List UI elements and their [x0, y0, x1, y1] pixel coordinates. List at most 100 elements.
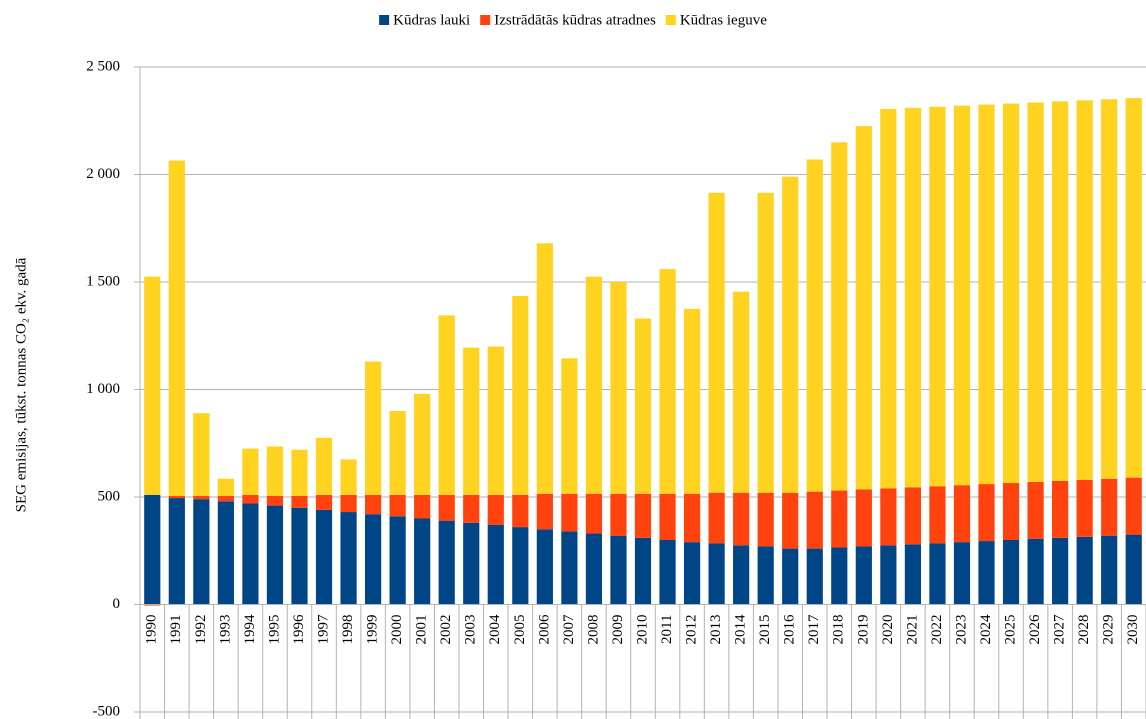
bar-segment: [806, 548, 823, 605]
bar-segment: [414, 393, 431, 495]
legend-label: Kūdras lauki: [393, 12, 470, 28]
bar-segment: [880, 545, 897, 605]
bar-segment: [1125, 98, 1142, 478]
x-tick-label: 2013: [708, 615, 724, 645]
x-tick-label: 2022: [929, 615, 945, 645]
bar-segment: [1052, 480, 1069, 538]
x-tick-label: 2024: [978, 614, 994, 645]
bar-segment: [389, 494, 406, 517]
bar-segment: [242, 494, 259, 504]
y-axis-label: SEG emisijas, tūkst. tonnas CO₂ ekv. gad…: [13, 257, 29, 512]
bar-segment: [315, 437, 333, 495]
bar-segment: [1076, 100, 1093, 480]
x-tick-label: 2021: [904, 615, 920, 645]
bar-segment: [1125, 477, 1142, 535]
bar-segment: [880, 488, 897, 546]
bar-segment: [683, 493, 701, 543]
bar-segment: [1027, 102, 1044, 482]
x-tick-label: 1995: [266, 615, 282, 645]
bar-segment: [340, 494, 357, 513]
bar-segment: [585, 276, 603, 494]
y-tick-label: 0: [113, 596, 121, 612]
bar-segment: [193, 499, 210, 605]
bar-segment: [1101, 99, 1118, 479]
bar-segment: [266, 505, 284, 605]
bar-segment: [855, 126, 872, 490]
x-tick-label: 2027: [1052, 614, 1068, 645]
bar-segment: [438, 315, 455, 495]
x-tick-label: 1998: [340, 615, 356, 645]
x-tick-label: 2017: [806, 614, 822, 645]
bar-segment: [512, 494, 529, 528]
x-tick-label: 1992: [193, 615, 209, 645]
bar-segment: [683, 308, 701, 494]
bar-segment: [340, 459, 357, 495]
bar-segment: [855, 546, 872, 605]
bar-segment: [536, 243, 553, 494]
bar-segment: [978, 104, 995, 485]
x-tick-label: 2030: [1125, 615, 1141, 645]
bar-segment: [1101, 478, 1118, 536]
bar-segment: [168, 160, 185, 496]
x-tick-label: 2016: [782, 614, 798, 645]
bar-segment: [585, 533, 603, 605]
bar-segment: [512, 295, 529, 495]
y-tick-label: 2 000: [86, 166, 120, 182]
x-tick-label: 2012: [684, 615, 700, 645]
bar-segment: [659, 269, 676, 494]
bar-segment: [414, 494, 431, 519]
legend-swatch: [379, 15, 390, 25]
x-tick-label: 2028: [1076, 615, 1092, 645]
bar-segment: [561, 531, 578, 605]
x-tick-label: 2029: [1101, 615, 1117, 645]
legend-swatch: [480, 15, 491, 25]
x-tick-label: 2003: [463, 615, 479, 645]
bar-segment: [610, 493, 627, 536]
bar-segment: [217, 501, 234, 605]
legend-label: Izstrādātās kūdras atradnes: [494, 12, 656, 28]
bar-segment: [168, 498, 185, 605]
bar-segment: [217, 478, 234, 496]
x-tick-label: 2005: [512, 615, 528, 645]
bar-segment: [929, 543, 946, 605]
bar-segment: [512, 527, 529, 605]
bar-segment: [880, 108, 897, 489]
bar-segment: [193, 495, 210, 500]
bar-segment: [365, 494, 382, 515]
bar-segment: [463, 494, 480, 523]
bar-segment: [561, 493, 578, 532]
bar-segment: [291, 449, 308, 496]
x-tick-label: 2001: [414, 615, 430, 645]
bar-segment: [634, 318, 652, 494]
bar-segment: [708, 543, 725, 605]
bar-segment: [659, 540, 676, 605]
bar-segment: [144, 604, 161, 606]
x-tick-label: 1994: [242, 614, 258, 645]
bar-segment: [340, 512, 357, 605]
x-tick-label: 1999: [365, 615, 381, 645]
bar-segment: [365, 514, 382, 605]
bar-segment: [831, 547, 848, 605]
bar-segment: [144, 276, 161, 495]
x-tick-label: 2002: [438, 615, 454, 645]
y-tick-label: 1 500: [86, 273, 120, 289]
bar-segment: [634, 493, 652, 538]
bar-segment: [855, 489, 872, 547]
bar-segment: [953, 105, 971, 486]
bar-segment: [242, 448, 259, 495]
x-tick-label: 2009: [610, 615, 626, 645]
bar-segment: [585, 493, 603, 534]
bar-segment: [978, 484, 995, 542]
x-tick-label: 2026: [1027, 614, 1043, 645]
bar-segment: [659, 493, 676, 540]
bar-segment: [217, 495, 234, 502]
bar-segment: [904, 544, 921, 605]
bar-segment: [1076, 536, 1093, 605]
bar-segment: [168, 495, 185, 499]
bar-segment: [953, 485, 971, 543]
bar-segment: [291, 507, 308, 605]
bar-segment: [831, 142, 848, 491]
bar-segment: [953, 542, 971, 605]
bar-segment: [193, 413, 210, 496]
